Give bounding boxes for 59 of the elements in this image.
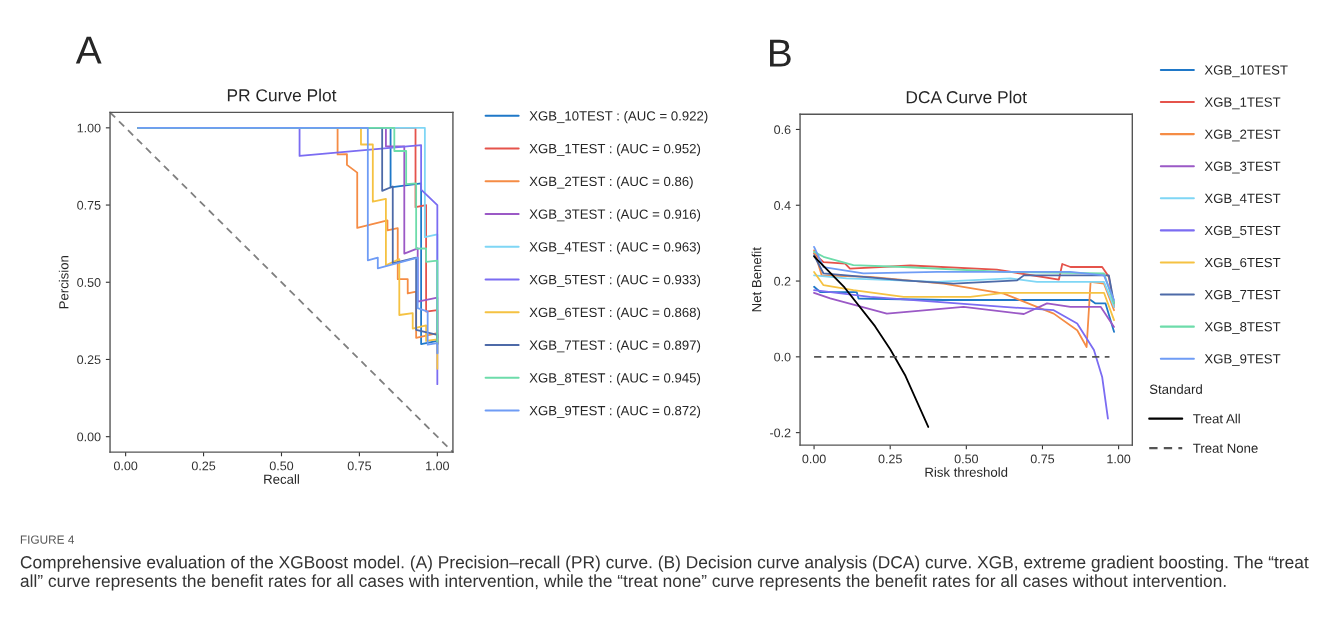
y-axis-title: Percision [58,255,69,309]
legend-label: Treat All [1193,413,1240,424]
x-tick-label: 0.75 [347,461,372,471]
text: Comprehensive evaluation of the XGBoost model. (A) Precision–recall (PR) curve. (B) Decision curve analysis (DCA) curve. XGB, extreme gradient boosting. The “treat all” curve represents the benefit rates for all cases with intervention, while the “treat none” curve represents the benefit rates for all cases without intervention. [20,555,1309,591]
text: A [75,36,102,64]
legend-label: XGB_10TEST : (AUC = 0.922) [529,110,708,124]
y-tick-label: 0.2 [774,276,791,286]
line-series [813,274,1115,308]
y-tick-label: 0.4 [774,201,791,210]
legend-label: XGB_2TEST [1204,129,1281,142]
x-axis-title: Recall [264,474,299,484]
legend-label: XGB_3TEST : (AUC = 0.916) [529,209,701,222]
legend-label: XGB_5TEST [1204,225,1281,238]
chart-title: PR Curve Plot [227,88,337,102]
line-series [813,285,1115,333]
y-tick-label: 0.75 [77,200,101,210]
legend-label: XGB_5TEST : (AUC = 0.933) [529,274,701,287]
legend-title: Standard [1149,384,1202,394]
y-tick-label: -0.2 [770,428,791,438]
legend-label: XGB_9TEST [1204,354,1281,366]
legend-label: XGB_8TEST : (AUC = 0.945) [529,372,701,386]
legend-label: XGB_1TEST [1204,97,1281,110]
legend-label: XGB_1TEST : (AUC = 0.952) [529,143,701,156]
caption: FIGURE 4 [20,535,75,544]
y-tick-label: 1.00 [77,123,101,133]
legend-label: XGB_7TEST : (AUC = 0.897) [529,340,701,353]
legend-label: XGB_4TEST [1204,193,1281,206]
x-tick-label: 1.00 [426,461,450,471]
y-tick-label: 0.6 [774,125,791,135]
y-tick-label: 0.50 [77,278,101,287]
legend-label: XGB_6TEST [1204,257,1281,270]
x-tick-label: 0.00 [802,454,826,464]
x-tick-label: 0.25 [878,454,902,464]
x-tick-label: 0.00 [113,461,138,471]
legend-label: XGB_4TEST : (AUC = 0.963) [529,241,701,255]
y-tick-label: 0.25 [77,355,101,365]
legend-label: XGB_3TEST [1204,161,1281,174]
y-tick-label: 0.0 [774,352,791,362]
legend-label: XGB_6TEST : (AUC = 0.868) [529,307,701,320]
legend-label: XGB_9TEST : (AUC = 0.872) [529,405,701,418]
y-tick-label: 0.00 [77,432,101,442]
line-series [813,271,1115,321]
legend-label: XGB_2TEST : (AUC = 0.86) [529,176,693,189]
x-axis-title: Risk threshold [925,467,1008,477]
legend-label: XGB_10TEST [1204,65,1288,78]
line-series [813,255,930,428]
line-series [813,291,1115,328]
line-series [813,289,1109,420]
x-tick-label: 0.75 [1030,454,1055,464]
legend-label: Treat None [1193,443,1258,453]
chart-title: DCA Curve Plot [906,90,1027,104]
x-tick-label: 0.50 [269,461,294,471]
x-tick-label: 0.25 [191,461,216,471]
x-tick-label: 1.00 [1107,454,1131,464]
x-tick-label: 0.50 [954,454,979,464]
legend-label: XGB_8TEST [1204,322,1281,334]
y-axis-title: Net Benefit [751,247,762,312]
text: B [770,39,791,67]
legend-label: XGB_7TEST [1204,289,1281,302]
